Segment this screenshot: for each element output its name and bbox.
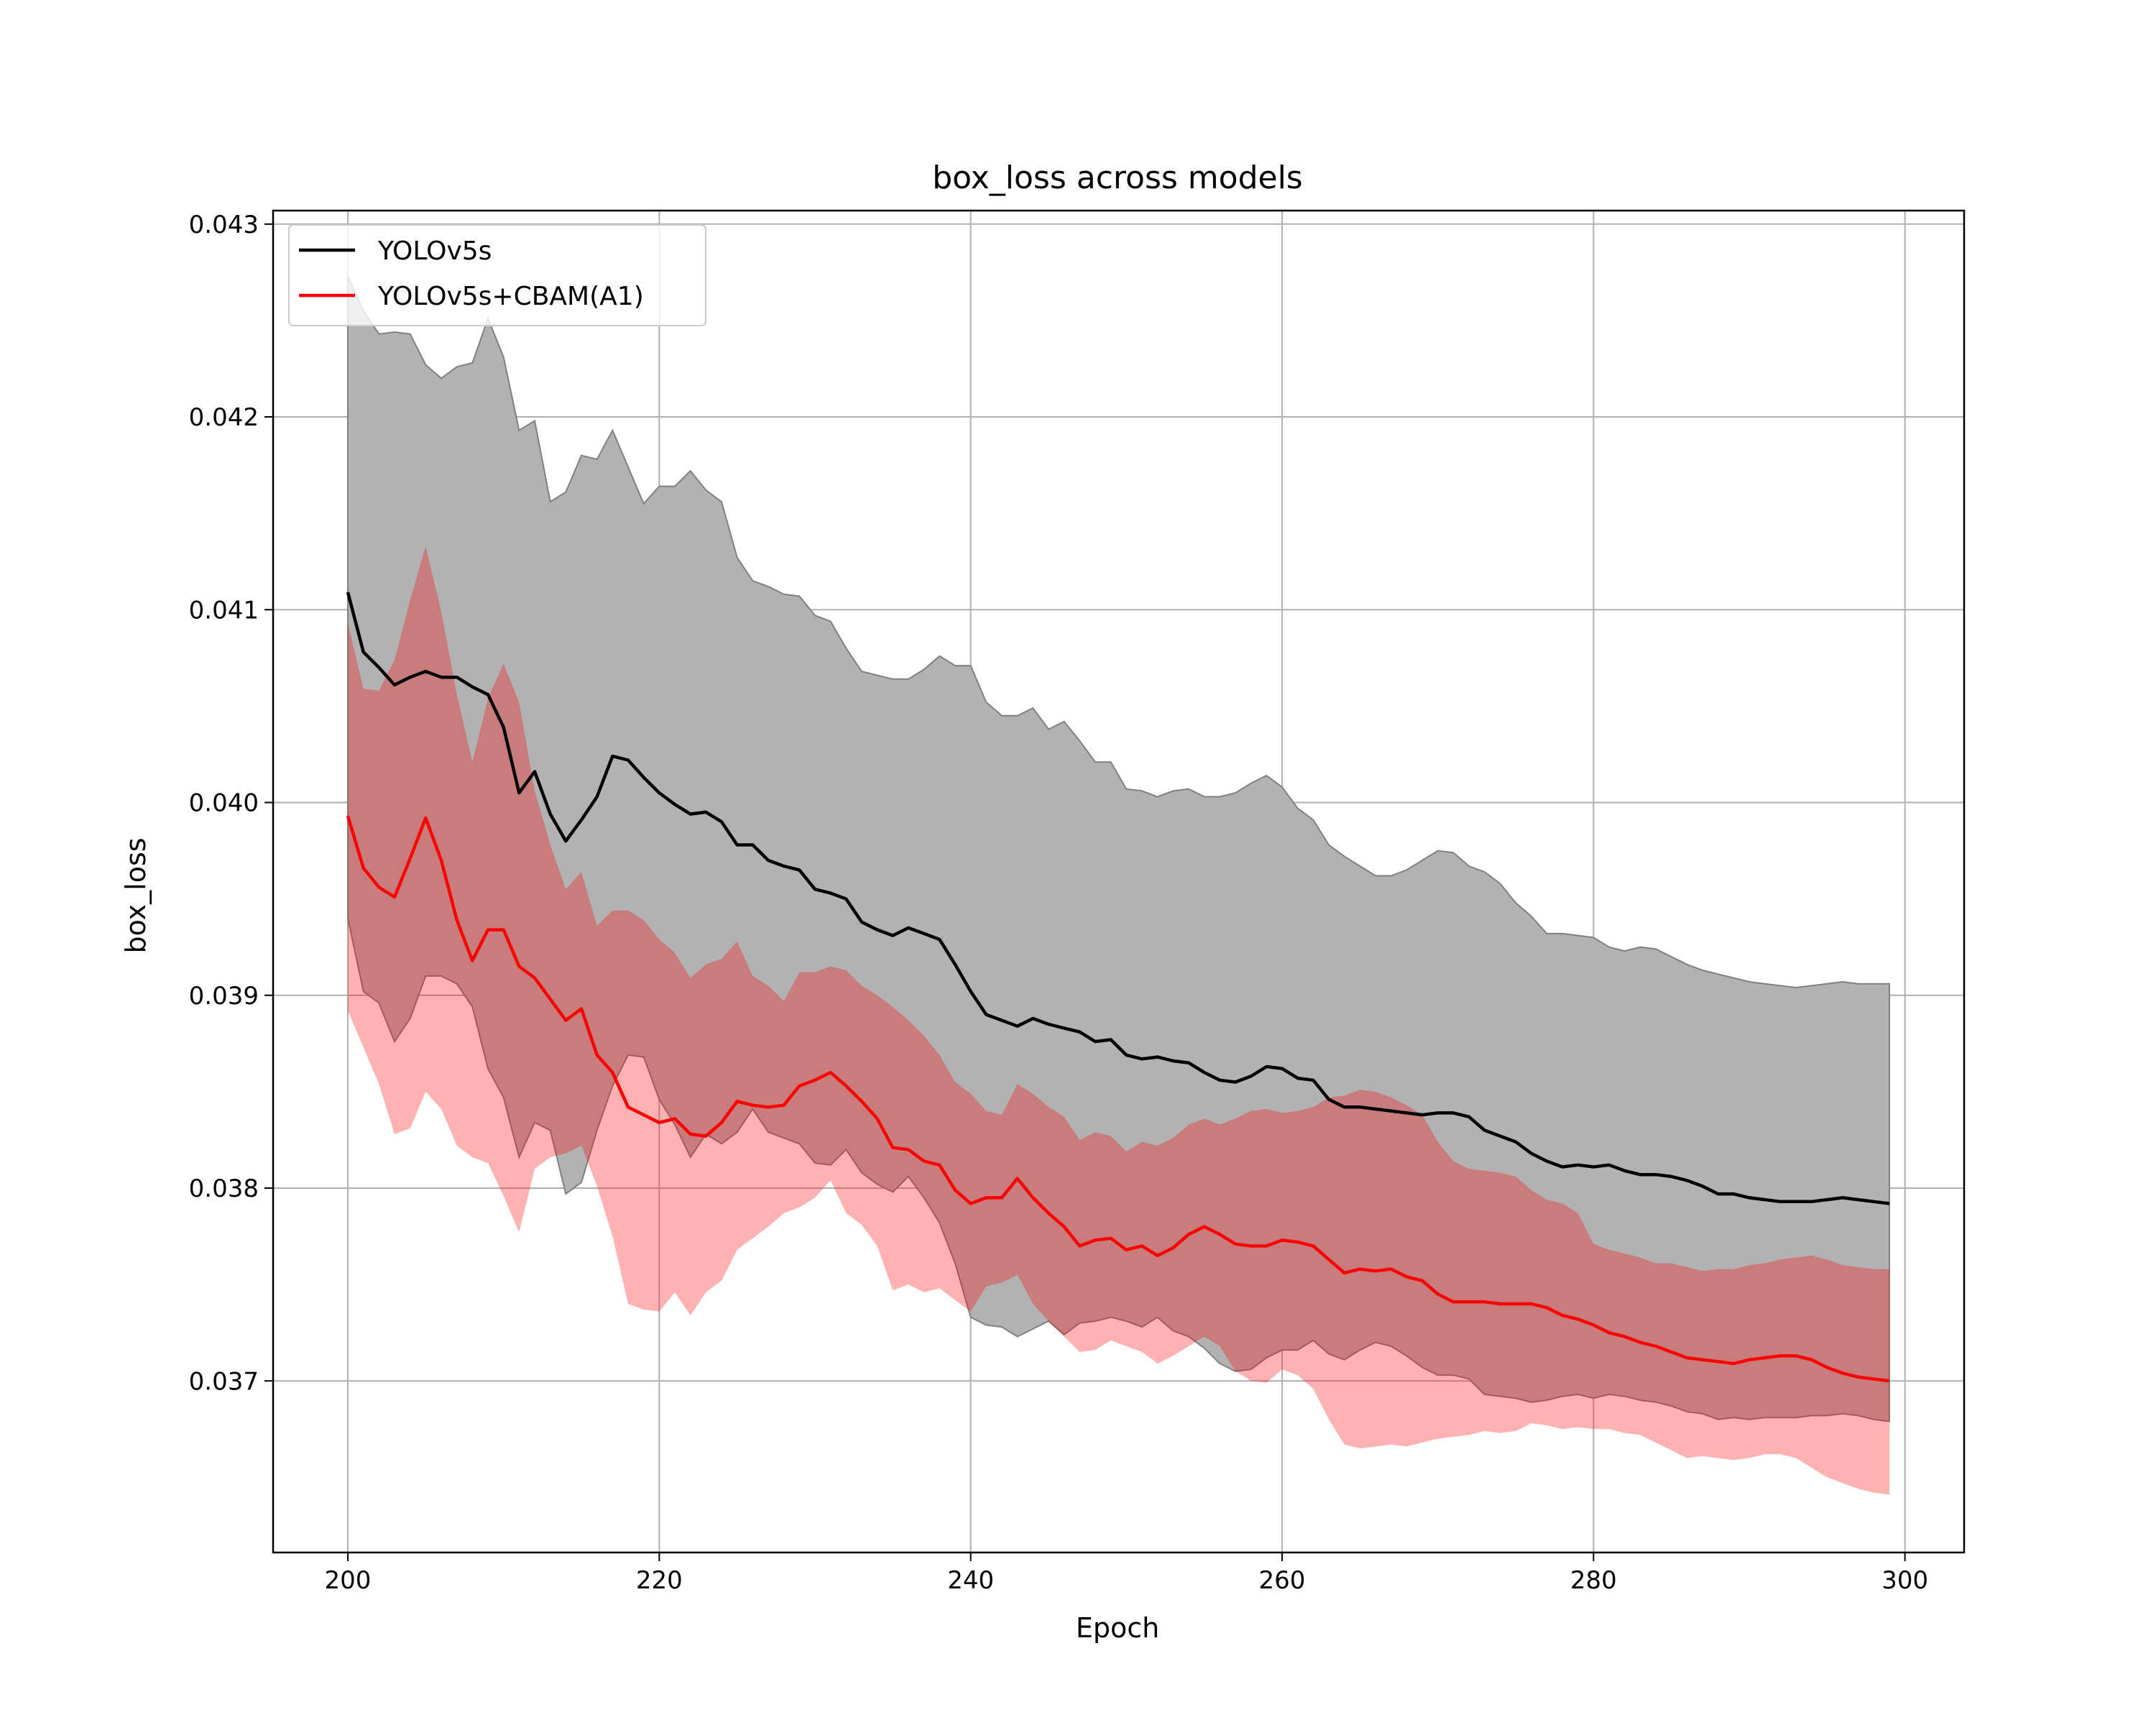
band-series-1 <box>348 546 1889 1495</box>
confidence-bands <box>347 275 1890 1495</box>
band-series-0 <box>347 275 1890 1422</box>
legend-label-1: YOLOv5s+CBAM(A1) <box>377 282 644 311</box>
y-tick-label-5: 0.042 <box>189 403 259 432</box>
y-tick-label-1: 0.038 <box>189 1174 259 1203</box>
y-tick-label-6: 0.043 <box>189 211 259 239</box>
legend: YOLOv5s YOLOv5s+CBAM(A1) <box>288 224 706 326</box>
x-tick-label-240: 240 <box>947 1566 994 1595</box>
y-axis-label: box_loss <box>120 837 152 953</box>
legend-box <box>288 224 706 326</box>
x-tick-label-260: 260 <box>1259 1566 1306 1595</box>
x-tick-label-280: 280 <box>1570 1566 1617 1595</box>
y-tick-label-4: 0.041 <box>189 596 259 625</box>
y-tick-label-2: 0.039 <box>189 982 259 1011</box>
x-tick-label-300: 300 <box>1881 1566 1928 1595</box>
plot-frame <box>272 209 1966 1554</box>
series-lines <box>346 592 1890 1383</box>
x-tick-label-200: 200 <box>325 1566 372 1595</box>
x-axis-ticks: 200 220 240 260 280 300 <box>325 1552 1928 1595</box>
chart-title: box_loss across models <box>932 160 1302 196</box>
y-tick-label-3: 0.040 <box>189 789 259 818</box>
x-tick-label-220: 220 <box>636 1566 683 1595</box>
y-tick-label-0: 0.037 <box>189 1367 259 1396</box>
y-axis-ticks: 0.037 0.038 0.039 0.040 0.041 0.042 0.043 <box>189 211 273 1396</box>
x-axis-label: Epoch <box>1076 1612 1159 1644</box>
line-series-0 <box>346 592 1890 1205</box>
line-series-1 <box>346 815 1890 1383</box>
legend-label-0: YOLOv5s <box>377 236 492 266</box>
